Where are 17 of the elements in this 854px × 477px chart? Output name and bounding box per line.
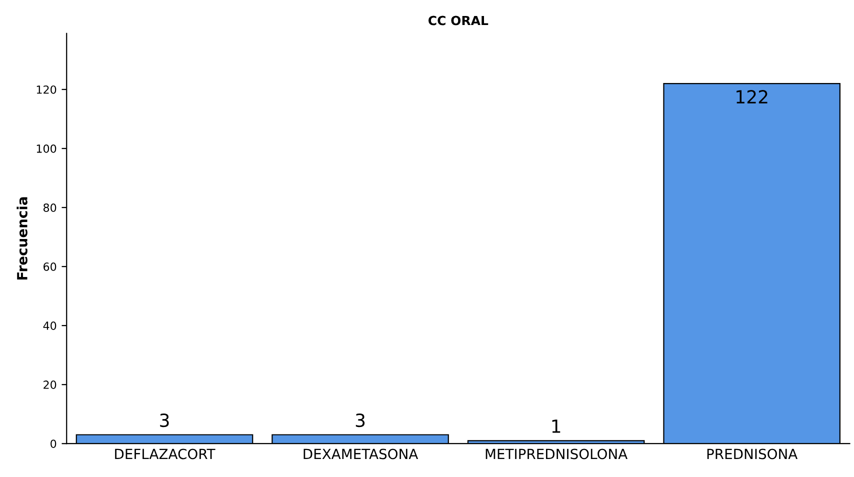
y-tick-label: 20 bbox=[44, 380, 56, 389]
y-tick-label: 100 bbox=[36, 144, 56, 153]
x-tick-label: DEFLAZACORT bbox=[115, 448, 216, 460]
data-label: 122 bbox=[736, 90, 768, 104]
data-label: 3 bbox=[356, 414, 365, 428]
y-tick-label: 80 bbox=[44, 203, 56, 212]
chart-title: CC ORAL bbox=[428, 16, 488, 26]
data-label: 1 bbox=[552, 420, 560, 433]
y-tick-label: 120 bbox=[36, 85, 56, 94]
x-tick-label: PREDNISONA bbox=[707, 448, 798, 460]
x-tick-label: DEXAMETASONA bbox=[304, 448, 418, 460]
y-tick-label: 40 bbox=[43, 322, 56, 330]
data-label: 3 bbox=[160, 414, 169, 428]
x-tick-label: METIPREDNISOLONA bbox=[486, 448, 628, 460]
y-tick-label: 0 bbox=[50, 440, 56, 448]
y-tick-label: 60 bbox=[44, 262, 56, 271]
y-axis-title: Frecuencia bbox=[16, 197, 28, 280]
